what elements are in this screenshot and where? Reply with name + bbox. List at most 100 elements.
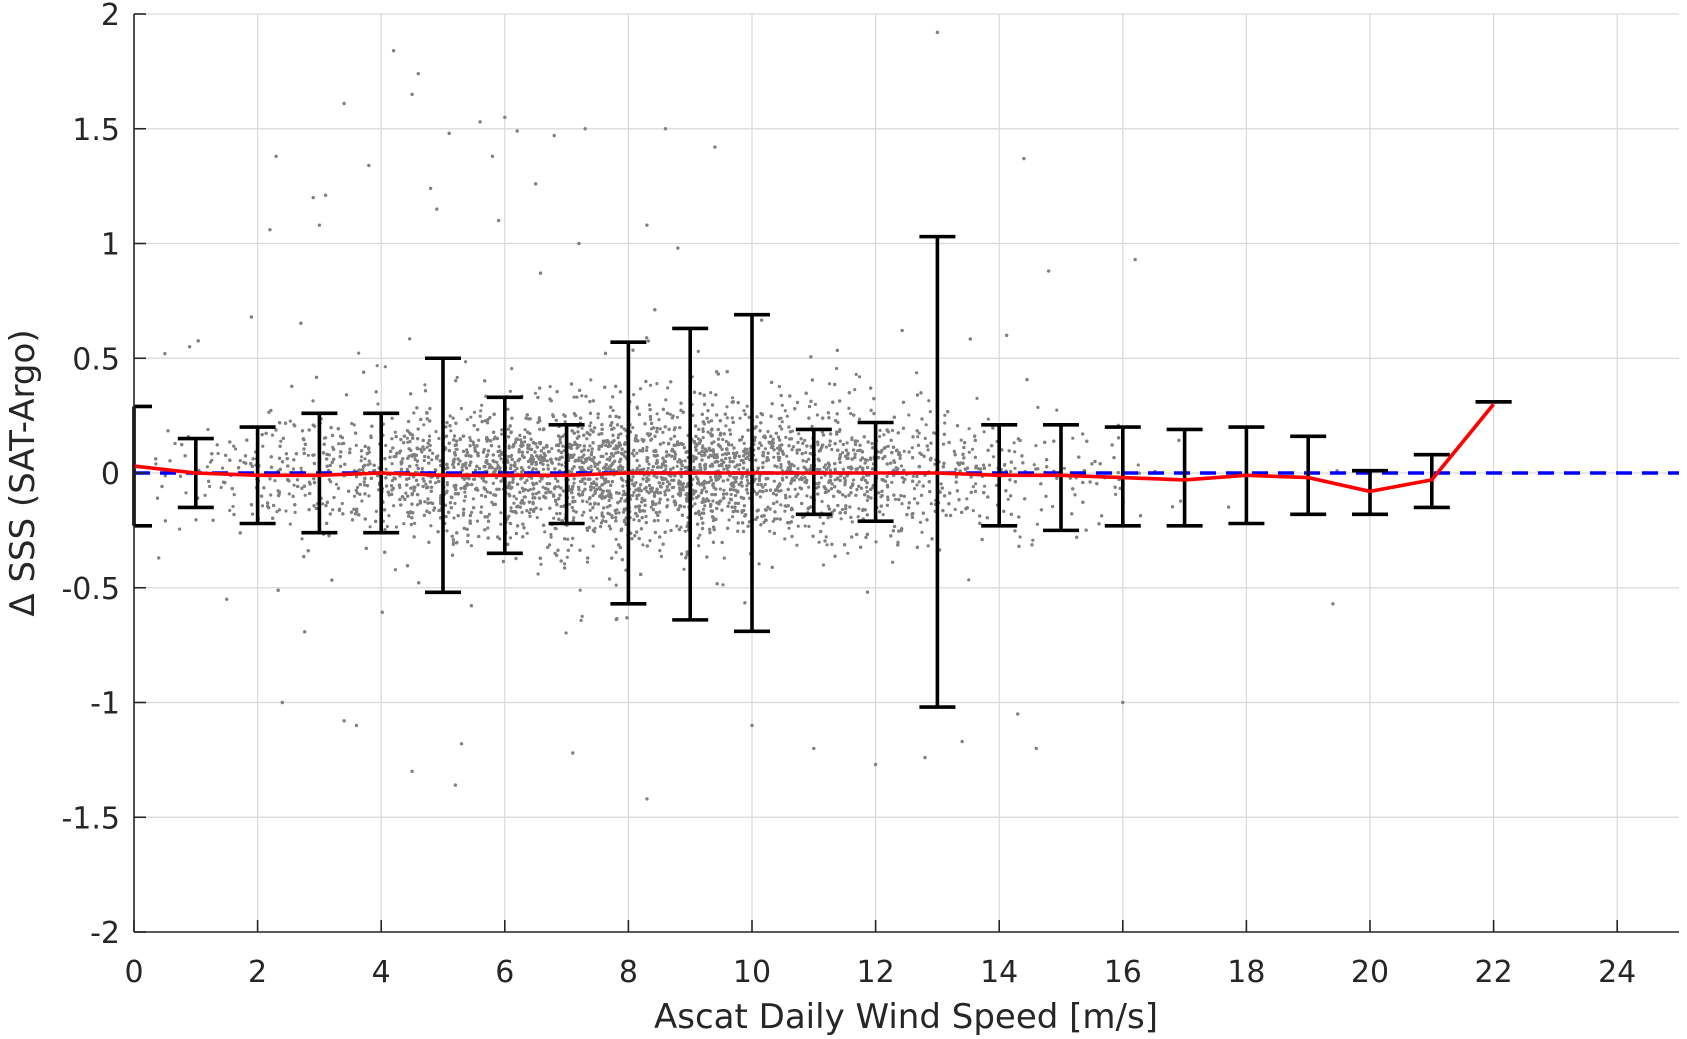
- scatter-point: [506, 407, 510, 411]
- scatter-point: [1179, 499, 1183, 503]
- scatter-point: [383, 365, 387, 369]
- scatter-point: [508, 389, 512, 393]
- scatter-point: [591, 544, 595, 548]
- scatter-point: [701, 436, 705, 440]
- scatter-point: [585, 437, 589, 441]
- scatter-point: [696, 349, 700, 353]
- scatter-point: [924, 423, 928, 427]
- scatter-point: [348, 447, 352, 451]
- scatter-point: [622, 489, 626, 493]
- scatter-point: [666, 386, 670, 390]
- scatter-point: [772, 479, 776, 483]
- scatter-point: [819, 476, 824, 480]
- scatter-point: [393, 430, 397, 434]
- scatter-point: [805, 494, 809, 498]
- scatter-point: [779, 503, 783, 507]
- scatter-point: [456, 462, 461, 466]
- scatter-point: [449, 429, 453, 433]
- scatter-point: [357, 351, 361, 355]
- scatter-point: [206, 427, 210, 432]
- scatter-point: [959, 438, 963, 442]
- scatter-point: [462, 511, 466, 515]
- scatter-point: [368, 525, 372, 529]
- scatter-point: [796, 467, 800, 471]
- scatter-point: [645, 445, 649, 449]
- scatter-point: [703, 504, 707, 508]
- scatter-point: [670, 447, 675, 451]
- scatter-point: [836, 420, 840, 425]
- scatter-point: [340, 501, 344, 506]
- scatter-point: [485, 490, 489, 494]
- scatter-point: [459, 486, 463, 490]
- scatter-point: [710, 419, 714, 423]
- scatter-point: [558, 438, 562, 442]
- scatter-point: [698, 533, 702, 537]
- scatter-point: [613, 451, 618, 455]
- scatter-point: [742, 409, 746, 413]
- scatter-point: [853, 388, 857, 392]
- scatter-point: [269, 493, 273, 497]
- scatter-point: [738, 416, 742, 420]
- scatter-point: [596, 467, 600, 471]
- scatter-point: [785, 414, 789, 418]
- scatter-point: [915, 483, 919, 487]
- scatter-point: [580, 426, 584, 430]
- scatter-point: [701, 427, 705, 431]
- scatter-point: [331, 508, 335, 512]
- scatter-point: [707, 499, 711, 503]
- scatter-point: [661, 441, 666, 445]
- scatter-point: [674, 452, 678, 456]
- scatter-point: [807, 524, 811, 529]
- scatter-point: [549, 535, 553, 539]
- scatter-point: [845, 441, 849, 445]
- scatter-point: [173, 441, 177, 446]
- scatter-point: [918, 520, 923, 525]
- scatter-point: [552, 516, 556, 520]
- scatter-point: [484, 480, 488, 484]
- scatter-point: [792, 464, 796, 468]
- scatter-point: [390, 479, 394, 483]
- scatter-point: [757, 562, 761, 566]
- scatter-point: [725, 416, 729, 420]
- scatter-point: [324, 436, 328, 440]
- scatter-point: [154, 462, 158, 466]
- scatter-point: [881, 513, 885, 517]
- scatter-point: [745, 484, 749, 488]
- scatter-point: [387, 514, 391, 518]
- scatter-point: [350, 421, 354, 426]
- scatter-point: [970, 447, 975, 451]
- scatter-point: [288, 522, 292, 526]
- scatter-point: [539, 507, 543, 511]
- scatter-point: [988, 463, 992, 467]
- scatter-point: [458, 459, 462, 463]
- scatter-point: [967, 427, 971, 431]
- scatter-point: [359, 459, 363, 463]
- scatter-point: [216, 451, 220, 456]
- scatter-point: [664, 467, 668, 471]
- scatter-point: [661, 430, 665, 434]
- scatter-point: [555, 511, 559, 516]
- scatter-point: [548, 543, 552, 547]
- scatter-point: [986, 417, 990, 421]
- scatter-point: [756, 482, 760, 487]
- scatter-point: [422, 447, 426, 451]
- scatter-point: [275, 510, 279, 514]
- scatter-point: [967, 578, 971, 582]
- scatter-point: [579, 618, 583, 623]
- scatter-point: [655, 382, 659, 386]
- scatter-point: [184, 491, 188, 495]
- scatter-point: [830, 447, 834, 452]
- scatter-point: [426, 441, 430, 445]
- scatter-point: [1035, 522, 1039, 526]
- scatter-point: [779, 462, 783, 467]
- scatter-point: [519, 438, 523, 442]
- scatter-point: [376, 402, 380, 406]
- scatter-point: [664, 398, 668, 402]
- scatter-point: [597, 469, 602, 473]
- scatter-point: [499, 511, 503, 515]
- scatter-point: [857, 417, 862, 421]
- scatter-point: [588, 508, 592, 512]
- scatter-point: [589, 464, 593, 468]
- scatter-point: [462, 499, 466, 503]
